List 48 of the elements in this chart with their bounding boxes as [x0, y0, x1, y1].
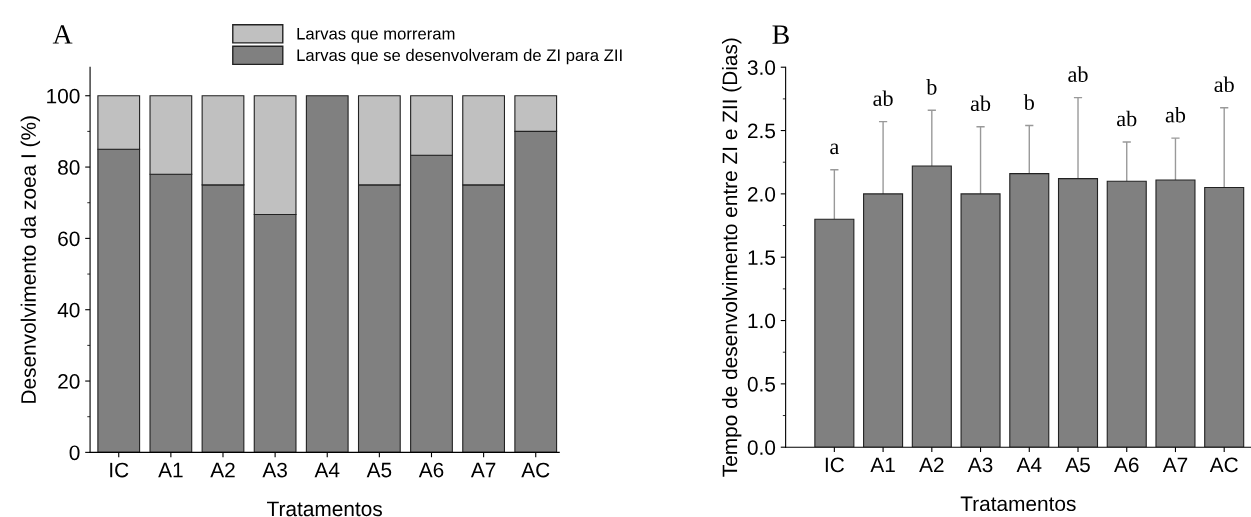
x-tick-label: A2 [210, 462, 235, 478]
x-axis-title: Tratamentos [267, 501, 382, 517]
chart-title: A [52, 25, 73, 44]
y-tick-label: 40 [57, 302, 80, 318]
y-tick-label: 2.0 [748, 186, 776, 202]
annotation: b [926, 79, 937, 95]
annotation: ab [873, 90, 893, 107]
y-tick-label: 1.5 [748, 250, 776, 265]
y-tick-label: 100 [47, 88, 80, 104]
x-tick-label: IC [825, 457, 844, 473]
x-tick-label: A4 [314, 462, 340, 478]
x-tick-label: A7 [470, 462, 496, 478]
annotation: ab [1165, 106, 1186, 123]
x-tick-label: AC [521, 462, 550, 478]
annotation: ab [1068, 66, 1088, 82]
y-tick-label: 3.0 [747, 60, 776, 75]
x-tick-label: A4 [1016, 457, 1042, 473]
y-tick-label: 20 [58, 374, 80, 389]
x-tick-label: AC [1209, 457, 1238, 473]
legend-label: Larvas que se desenvolveram de ZI para ZII [297, 48, 622, 65]
chart-title: B [772, 25, 789, 44]
y-axis-title: Tempo de desenvolvimento entre ZI e ZII (Dias) [721, 38, 742, 477]
annotation: ab [1117, 110, 1137, 127]
y-axis-title: Desenvolvimento da zoea I (%) [20, 116, 41, 403]
x-tick-label: A1 [158, 462, 183, 478]
x-tick-label: A6 [1114, 457, 1139, 473]
x-tick-label: A2 [919, 457, 944, 473]
y-tick-label: 0 [69, 445, 80, 461]
x-tick-label: A5 [1065, 457, 1090, 473]
y-tick-label: 0.0 [747, 440, 776, 455]
x-tick-label: A5 [366, 462, 392, 478]
y-tick-label: 60 [58, 231, 80, 247]
legend-label: Larvas que morreram [297, 27, 455, 43]
annotation: ab [970, 95, 991, 112]
x-tick-label: A6 [418, 462, 444, 478]
x-tick-label: A3 [262, 462, 287, 478]
y-tick-label: 2.5 [748, 123, 776, 139]
y-tick-label: 80 [58, 160, 80, 175]
x-tick-label: A1 [870, 457, 895, 473]
y-tick-label: 1.0 [748, 313, 776, 329]
y-tick-label: 0.5 [747, 376, 776, 392]
annotation: a [830, 143, 839, 155]
x-axis-title: Tratamentos [960, 496, 1076, 512]
annotation: ab [1214, 76, 1234, 93]
x-tick-label: IC [110, 462, 129, 478]
x-tick-label: A7 [1162, 457, 1188, 473]
x-tick-label: A3 [967, 457, 993, 473]
annotation: b [1023, 94, 1034, 110]
